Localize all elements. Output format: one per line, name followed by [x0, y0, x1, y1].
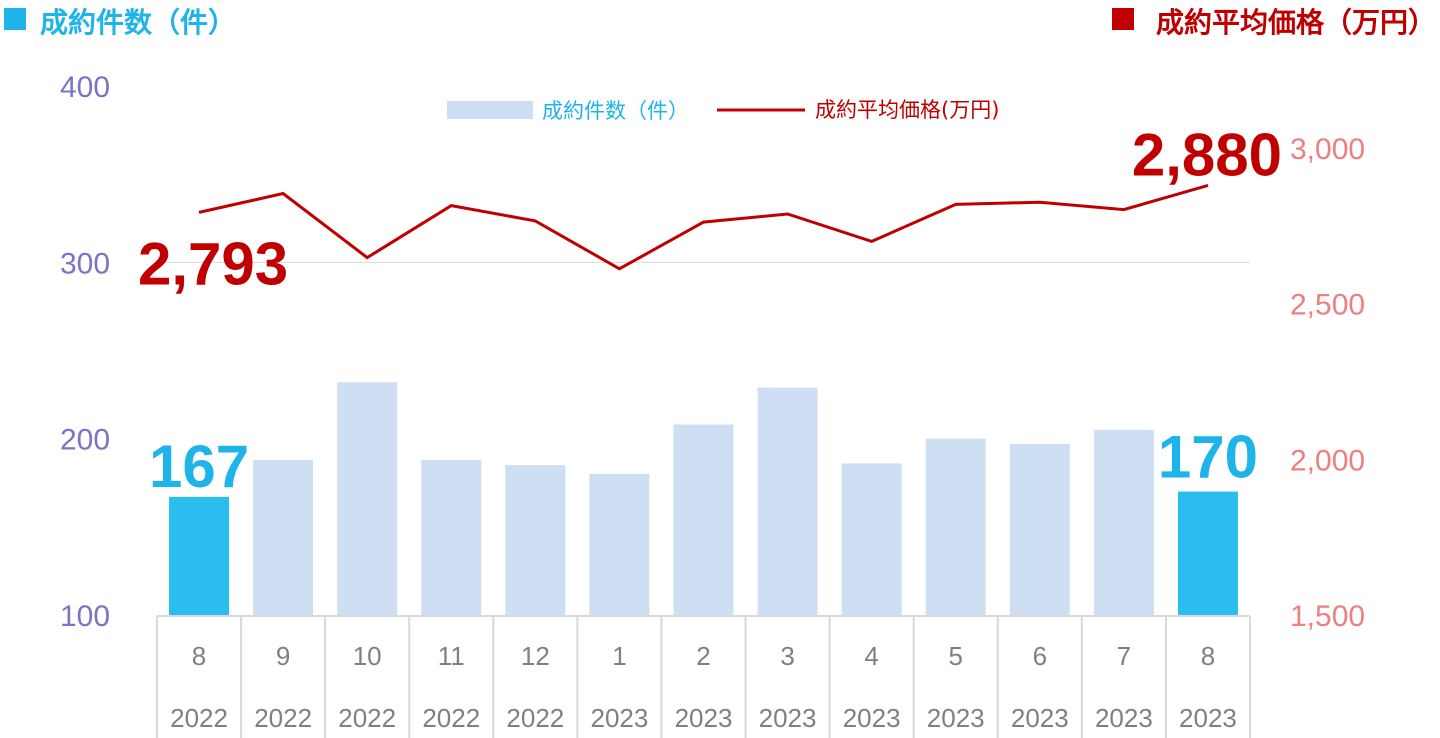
bar [1009, 443, 1070, 615]
year-label: 2023 [591, 703, 649, 733]
annotations: 167 170 2,793 2,880 [138, 121, 1282, 499]
month-label: 5 [948, 641, 962, 671]
price-line [198, 183, 1209, 271]
bar [505, 465, 566, 615]
x-category-table: 8 2022 9 2022 10 2022 11 2022 12 2022 1 2023 2 2023 3 2… [156, 615, 1251, 738]
bar [337, 382, 398, 615]
month-label: 7 [1117, 641, 1131, 671]
legend-bar-swatch [447, 101, 533, 119]
annotation-last-price: 2,880 [1132, 121, 1282, 188]
month-label: 8 [1201, 641, 1215, 671]
month-label: 12 [521, 641, 550, 671]
year-label: 2023 [927, 703, 985, 733]
right-tick-label: 3,000 [1290, 133, 1365, 166]
bar [421, 459, 482, 615]
year-label: 2023 [675, 703, 733, 733]
left-axis-title: 成約件数（件） [40, 6, 236, 39]
right-tick-label: 2,000 [1290, 444, 1365, 477]
year-label: 2022 [254, 703, 312, 733]
left-tick-label: 400 [60, 71, 110, 104]
right-axis: 1,500 2,000 2,500 3,000 [1290, 133, 1365, 633]
bar [925, 438, 986, 615]
bar [841, 463, 902, 615]
left-axis-title-group: 成約件数（件） [4, 6, 236, 39]
year-label: 2023 [1011, 703, 1069, 733]
year-label: 2022 [506, 703, 564, 733]
month-label: 4 [864, 641, 878, 671]
bar [1177, 491, 1238, 615]
month-label: 9 [276, 641, 290, 671]
right-tick-label: 2,500 [1290, 289, 1365, 322]
month-label: 11 [438, 641, 465, 671]
month-label: 1 [612, 641, 626, 671]
annotation-first-price: 2,793 [138, 230, 288, 297]
legend: 成約件数（件） 成約平均価格(万円) [447, 98, 999, 123]
year-label: 2022 [338, 703, 396, 733]
month-label: 8 [192, 641, 206, 671]
bars-layer [169, 382, 1238, 615]
left-tick-label: 100 [60, 600, 110, 633]
right-axis-title-group: 成約平均価格（万円） [1112, 6, 1436, 39]
left-tick-label: 300 [60, 247, 110, 280]
bar [757, 387, 818, 615]
year-label: 2023 [1179, 703, 1237, 733]
year-label: 2023 [843, 703, 901, 733]
left-tick-label: 200 [60, 424, 110, 457]
bar [673, 424, 734, 615]
legend-bar-label: 成約件数（件） [542, 99, 689, 123]
bar [1093, 429, 1154, 615]
year-label: 2022 [170, 703, 228, 733]
annotation-first-count: 167 [149, 433, 249, 500]
legend-line-label: 成約平均価格(万円) [815, 98, 999, 122]
month-label: 6 [1033, 641, 1047, 671]
year-label: 2023 [1095, 703, 1153, 733]
line-layer [198, 183, 1209, 271]
year-label: 2022 [422, 703, 480, 733]
right-tick-label: 1,500 [1290, 600, 1365, 633]
left-axis: 100 200 300 400 [60, 71, 110, 633]
right-title-square-icon [1112, 8, 1134, 30]
left-title-square-icon [4, 8, 26, 30]
bar [169, 496, 230, 615]
month-label: 10 [353, 641, 382, 671]
month-label: 2 [696, 641, 710, 671]
right-axis-title: 成約平均価格（万円） [1156, 6, 1436, 39]
bar [589, 473, 650, 615]
month-label: 3 [780, 641, 794, 671]
bar [253, 459, 314, 615]
year-label: 2023 [759, 703, 817, 733]
annotation-last-count: 170 [1158, 424, 1258, 491]
